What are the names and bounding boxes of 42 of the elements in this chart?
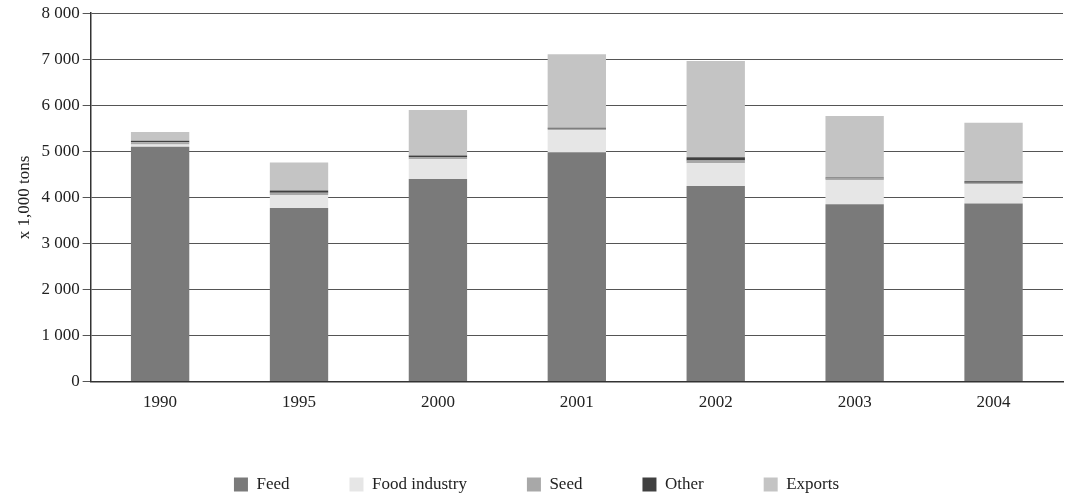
bar (547, 130, 606, 153)
y-tick-label: 8 000 (41, 2, 80, 22)
x-tick-label: 1995 (282, 392, 317, 412)
bar (130, 146, 190, 382)
y-tick-label: 1 000 (41, 325, 80, 345)
x-tick-label: 2002 (698, 392, 733, 412)
bar (269, 162, 329, 191)
legend-label: Feed (256, 473, 290, 493)
bar (825, 179, 884, 205)
x-tick-label: 2004 (976, 392, 1012, 412)
bar (408, 178, 468, 382)
x-tick-label: 2001 (559, 392, 594, 412)
bar (269, 207, 329, 382)
bar (686, 185, 745, 382)
bar (130, 132, 190, 141)
bar (408, 159, 468, 179)
legend-label: Other (664, 473, 705, 493)
y-tick-label: 7 000 (41, 48, 80, 68)
y-axis-title: x 1,000 tons (13, 155, 33, 240)
bar (269, 195, 329, 208)
x-tick-label: 2003 (837, 392, 872, 412)
bar (408, 109, 468, 156)
y-tick-label: 3 000 (41, 232, 80, 252)
y-tick-label: 4 000 (41, 186, 80, 206)
y-tick-label: 0 (71, 371, 80, 391)
y-tick-label: 2 000 (41, 278, 80, 298)
bar (964, 203, 1023, 382)
bar (964, 184, 1023, 204)
legend-label: Food industry (371, 473, 468, 493)
y-tick-label: 5 000 (41, 140, 80, 160)
bar (686, 61, 745, 158)
bar (825, 115, 884, 178)
bar (964, 122, 1023, 182)
legend-label: Exports (786, 473, 840, 493)
x-tick-label: 1990 (143, 392, 178, 412)
x-tick-label: 2000 (420, 392, 455, 412)
bar (686, 163, 745, 186)
legend-label: Seed (549, 473, 583, 493)
bar (547, 152, 606, 382)
bar (825, 204, 884, 382)
bar (547, 54, 606, 128)
y-tick-label: 6 000 (41, 94, 80, 114)
